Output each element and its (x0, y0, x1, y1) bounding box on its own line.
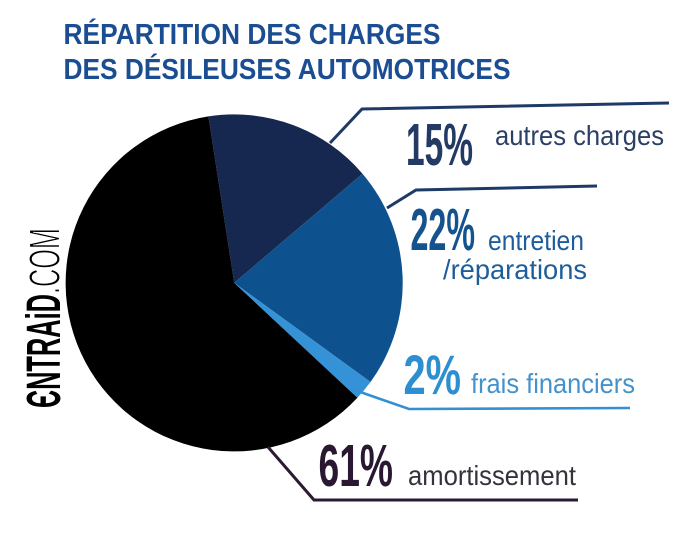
svg-text:autres charges: autres charges (495, 120, 664, 151)
svg-text:ЄNTRAiD: ЄNTRAiD (18, 294, 71, 408)
svg-text:RÉPARTITION DES CHARGES: RÉPARTITION DES CHARGES (64, 17, 441, 51)
svg-text:DES DÉSILEUSES AUTOMOTRICES: DES DÉSILEUSES AUTOMOTRICES (64, 52, 511, 86)
svg-text:2%: 2% (404, 343, 462, 406)
svg-text:entretien: entretien (488, 225, 584, 256)
svg-text:22%: 22% (411, 197, 476, 263)
svg-text:.COM: .COM (21, 228, 70, 294)
svg-text:frais financiers: frais financiers (471, 368, 635, 399)
svg-text:amortissement: amortissement (408, 460, 576, 491)
svg-text:61%: 61% (319, 433, 394, 499)
svg-text:/réparations: /réparations (443, 254, 587, 285)
svg-text:15%: 15% (406, 112, 473, 178)
